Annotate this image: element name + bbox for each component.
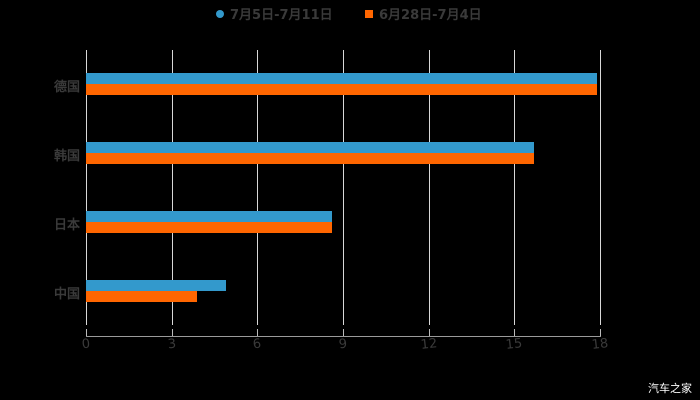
- bar-current-week[interactable]: [86, 280, 226, 291]
- gridline: [257, 50, 259, 325]
- category-label: 德国: [53, 80, 80, 95]
- axis-tick: [600, 329, 601, 337]
- gridline: [600, 50, 601, 325]
- axis-tick: [428, 329, 430, 337]
- x-tick-label: 6: [252, 336, 263, 353]
- chart-legend: 7月5日-7月11日 6月28日-7月4日: [0, 4, 700, 24]
- category-label: 日本: [53, 218, 80, 233]
- gridline: [514, 50, 516, 325]
- x-axis-line: [86, 336, 601, 337]
- axis-tick: [343, 329, 344, 337]
- x-tick-label: 0: [81, 336, 91, 353]
- gridline: [343, 50, 344, 325]
- bar-current-week[interactable]: [86, 211, 332, 222]
- bar-previous-week[interactable]: [86, 153, 535, 164]
- legend-item-series-1[interactable]: 7月5日-7月11日: [216, 4, 333, 23]
- legend-item-series-2[interactable]: 6月28日-7月4日: [365, 4, 482, 23]
- legend-label: 7月5日-7月11日: [230, 8, 333, 23]
- category-label: 韩国: [53, 149, 80, 164]
- legend-square-icon: [365, 9, 373, 18]
- x-tick-label: 18: [590, 336, 610, 353]
- bar-previous-week[interactable]: [86, 84, 598, 95]
- legend-circle-icon: [216, 9, 224, 18]
- bar-previous-week[interactable]: [86, 222, 332, 233]
- axis-tick: [257, 329, 259, 337]
- legend-label: 6月28日-7月4日: [379, 8, 482, 23]
- x-tick-label: 12: [419, 336, 438, 353]
- watermark: 汽车之家: [648, 382, 692, 395]
- bar-previous-week[interactable]: [86, 291, 198, 302]
- axis-tick: [514, 329, 516, 337]
- bar-current-week[interactable]: [86, 142, 535, 153]
- axis-tick: [86, 329, 87, 337]
- gridline: [171, 50, 173, 325]
- gridline: [86, 50, 87, 325]
- x-tick-label: 3: [166, 336, 177, 353]
- gridline: [428, 50, 430, 325]
- category-label: 中国: [53, 287, 80, 302]
- x-tick-label: 9: [338, 336, 348, 353]
- axis-tick: [171, 329, 173, 337]
- x-tick-label: 15: [505, 336, 524, 353]
- bar-current-week[interactable]: [86, 73, 598, 84]
